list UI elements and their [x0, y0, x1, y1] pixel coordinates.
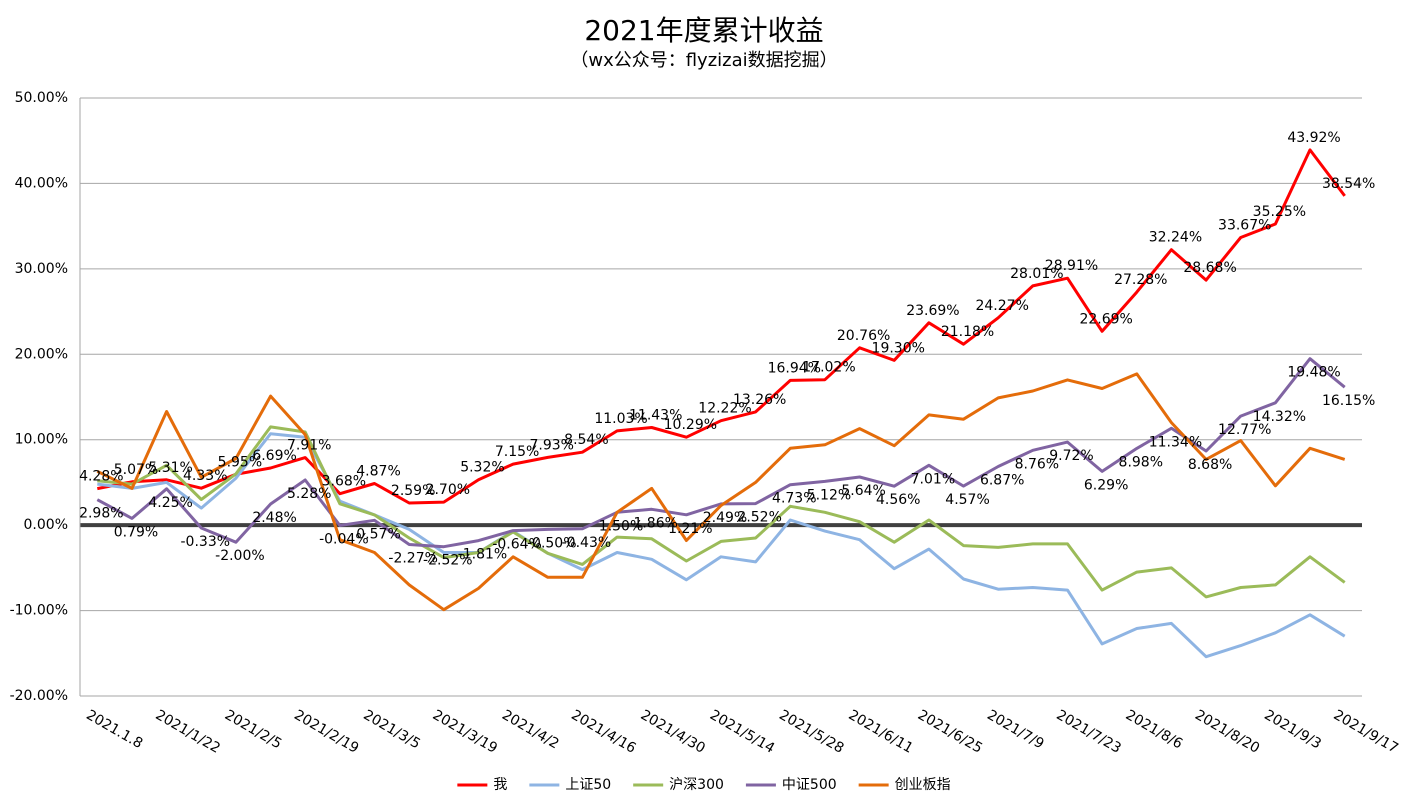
data-label: 7.01%	[911, 471, 955, 487]
y-tick-label: 10.00%	[15, 432, 68, 448]
data-label: -0.43%	[562, 535, 612, 551]
data-label: 16.94%	[768, 360, 821, 376]
data-label: 1.50%	[599, 518, 643, 534]
data-label: -0.04%	[319, 531, 369, 547]
y-tick-label: 0.00%	[24, 517, 68, 533]
y-tick-label: 30.00%	[15, 261, 68, 277]
data-label: 6.29%	[1084, 477, 1128, 493]
data-label: 2.49%	[703, 510, 747, 526]
data-label: 35.25%	[1253, 204, 1306, 220]
series-line	[96, 372, 1346, 612]
data-label: 4.25%	[148, 495, 192, 511]
data-label: 2.48%	[252, 510, 296, 526]
data-label: 5.95%	[218, 454, 262, 470]
data-label: 21.18%	[941, 324, 994, 340]
data-label: 2.98%	[79, 506, 123, 522]
data-label: 8.98%	[1119, 454, 1163, 470]
data-label: 7.91%	[287, 438, 331, 454]
data-label: -2.00%	[215, 548, 265, 564]
data-label: 5.64%	[841, 483, 885, 499]
y-tick-label: 40.00%	[15, 175, 68, 191]
y-tick-label: 20.00%	[15, 346, 68, 362]
legend-label: 创业板指	[895, 777, 951, 793]
data-label: 19.30%	[872, 340, 925, 356]
y-tick-label: -10.00%	[10, 603, 68, 619]
legend-label: 沪深300	[669, 777, 724, 793]
data-label: 4.57%	[945, 492, 989, 508]
data-label: 4.56%	[876, 492, 920, 508]
data-label: 28.68%	[1183, 260, 1236, 276]
data-label: 2.52%	[737, 510, 781, 526]
legend-label: 我	[493, 777, 507, 793]
data-label: 12.77%	[1218, 422, 1271, 438]
data-label: 23.69%	[906, 303, 959, 319]
data-label: 16.15%	[1322, 393, 1375, 409]
data-label: 10.29%	[664, 417, 717, 433]
data-label: 24.27%	[975, 298, 1028, 314]
data-label: 28.91%	[1045, 258, 1098, 274]
data-label: 28.01%	[1010, 266, 1063, 282]
legend-label: 中证500	[782, 777, 837, 793]
data-label: 8.76%	[1015, 456, 1059, 472]
data-label: 5.12%	[807, 487, 851, 503]
data-label: 4.73%	[772, 491, 816, 507]
data-label: 4.33%	[183, 468, 227, 484]
data-label: 38.54%	[1322, 176, 1375, 192]
data-label: 2.59%	[391, 483, 435, 499]
data-label: 8.54%	[564, 432, 608, 448]
data-label: -0.50%	[527, 535, 577, 551]
data-label: 11.43%	[629, 407, 682, 423]
data-label: -1.81%	[458, 547, 508, 563]
series-line	[97, 148, 1346, 505]
data-label: 5.32%	[460, 460, 504, 476]
y-tick-label: 50.00%	[15, 90, 68, 106]
data-label: -2.27%	[388, 551, 438, 567]
data-label: 4.87%	[356, 464, 400, 480]
data-label: 6.87%	[980, 472, 1024, 488]
data-label: -2.52%	[423, 553, 473, 569]
data-label: 1.86%	[633, 515, 677, 531]
data-label: 9.72%	[1049, 448, 1093, 464]
data-label: 6.69%	[252, 448, 296, 464]
data-label: 5.31%	[148, 460, 192, 476]
data-label: 1.21%	[668, 521, 712, 537]
data-label: -0.33%	[181, 534, 231, 550]
data-label: 8.68%	[1188, 457, 1232, 473]
data-label: 14.32%	[1253, 409, 1306, 425]
data-label: 7.15%	[495, 444, 539, 460]
data-label: 11.34%	[1149, 434, 1202, 450]
legend-label: 上证50	[565, 777, 611, 793]
data-label: 32.24%	[1149, 230, 1202, 246]
data-label: 5.28%	[287, 486, 331, 502]
data-label: 5.07%	[114, 462, 158, 478]
data-label: 43.92%	[1287, 130, 1340, 146]
data-label: 2.70%	[426, 482, 470, 498]
data-label: -0.64%	[492, 537, 542, 553]
data-label: 20.76%	[837, 328, 890, 344]
data-label: 4.28%	[79, 469, 123, 485]
legend: 我 上证50 沪深300 中证500 创业板指	[457, 777, 951, 793]
y-tick-label: -20.00%	[10, 688, 68, 704]
chart-title: 2021年度累计收益	[584, 14, 823, 47]
data-label: 3.68%	[322, 474, 366, 490]
data-label: 11.03%	[594, 411, 647, 427]
data-label: 33.67%	[1218, 218, 1271, 234]
data-label: 19.48%	[1287, 365, 1340, 381]
data-label: 7.93%	[530, 437, 574, 453]
data-label: 17.02%	[802, 360, 855, 376]
chart-subtitle: （wx公众号：flyzizai数据挖掘）	[570, 50, 837, 71]
data-label: 12.22%	[698, 401, 751, 417]
data-label: 0.79%	[114, 524, 158, 540]
data-label: 13.26%	[733, 392, 786, 408]
data-label: 27.28%	[1114, 272, 1167, 288]
series-line	[97, 425, 1346, 599]
data-label: 0.57%	[356, 526, 400, 542]
data-label: 22.69%	[1079, 311, 1132, 327]
